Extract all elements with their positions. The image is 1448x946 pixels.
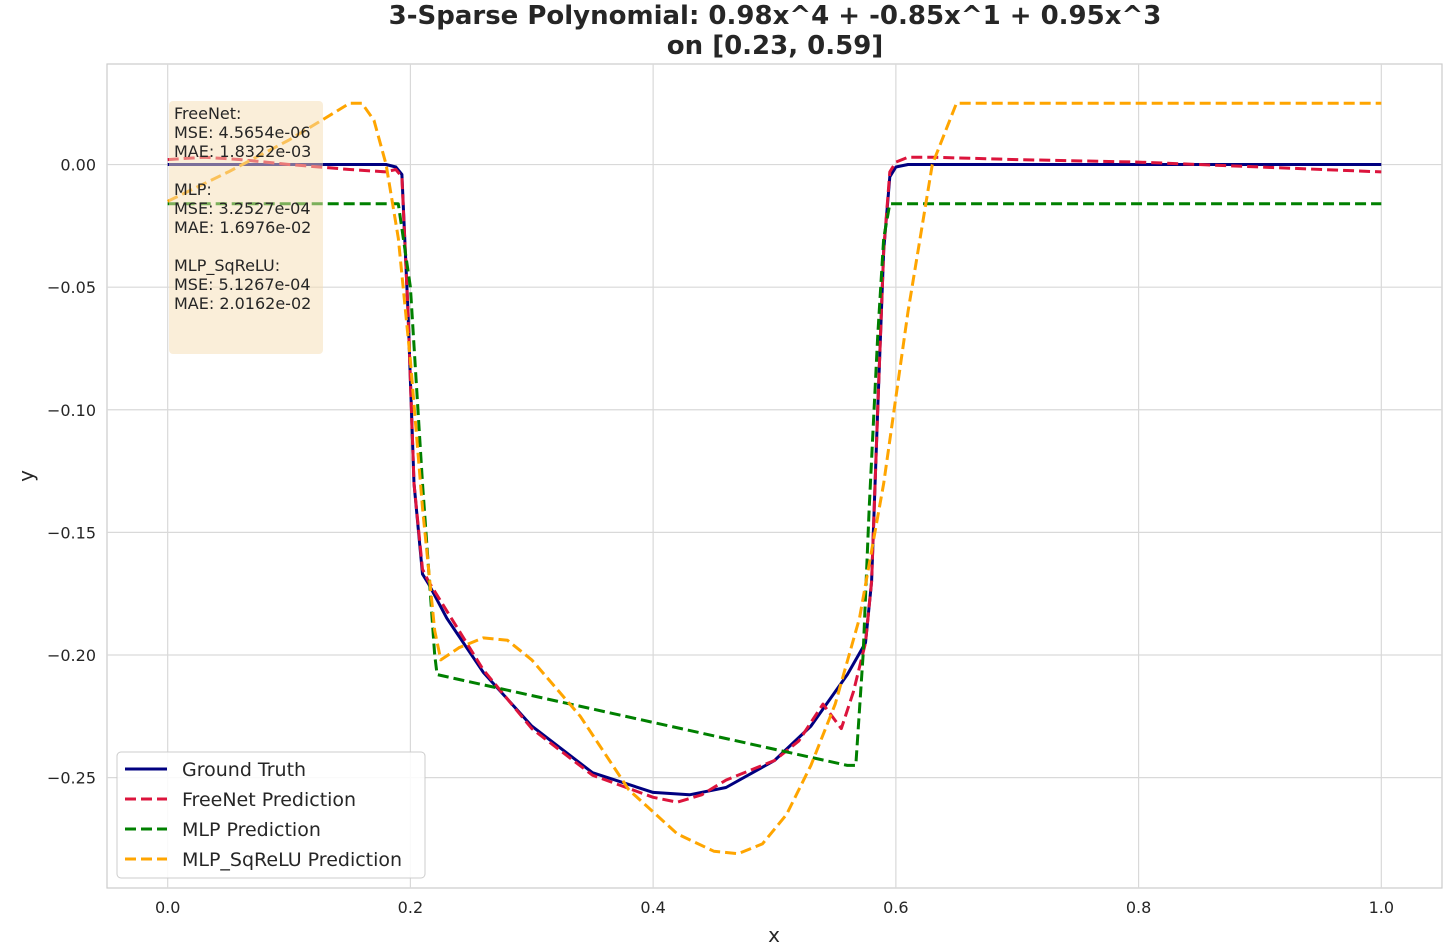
metrics-line: MSE: 5.1267e-04	[174, 275, 311, 294]
metrics-line: MAE: 2.0162e-02	[174, 294, 311, 313]
metrics-line: MLP:	[174, 180, 212, 199]
legend-frame	[116, 751, 426, 879]
legend-label: MLP_SqReLU Prediction	[182, 849, 402, 871]
x-tick-label: 1.0	[1369, 898, 1394, 917]
x-tick-label: 0.0	[155, 898, 180, 917]
metrics-line: MAE: 1.6976e-02	[174, 218, 311, 237]
legend-items: Ground Truth FreeNet Prediction MLP Predic…	[125, 759, 402, 871]
metrics-box-background	[169, 101, 323, 354]
x-tick-label: 0.6	[883, 898, 908, 917]
x-tick-label: 0.2	[398, 898, 423, 917]
chart-title-line1: 3-Sparse Polynomial: 0.98x^4 + -0.85x^1 …	[389, 1, 1162, 31]
metrics-line: FreeNet:	[174, 104, 241, 123]
series-line-freenet-prediction	[167, 155, 1382, 804]
y-tick-label: −0.10	[47, 401, 96, 420]
series-line-mlp-prediction	[167, 202, 1382, 767]
y-tick-labels: 0.00 −0.05 −0.10 −0.15 −0.20 −0.25	[47, 156, 96, 788]
metrics-line: MAE: 1.8322e-03	[174, 142, 311, 161]
y-tick-label: −0.05	[47, 278, 96, 297]
y-tick-label: −0.15	[47, 523, 96, 542]
legend-label: Ground Truth	[182, 759, 306, 781]
y-tick-label: −0.25	[47, 769, 96, 788]
metrics-line: MLP_SqReLU:	[174, 256, 280, 276]
metrics-line: MSE: 4.5654e-06	[174, 123, 311, 142]
legend: Ground Truth FreeNet Prediction MLP Predic…	[116, 751, 426, 879]
x-tick-label: 0.8	[1126, 898, 1151, 917]
legend-label: FreeNet Prediction	[182, 789, 356, 811]
legend-label: MLP Prediction	[182, 819, 321, 841]
x-axis-label: x	[768, 923, 780, 946]
series-lines	[167, 101, 1382, 856]
x-tick-labels: 0.0 0.2 0.4 0.6 0.8 1.0	[155, 898, 1394, 917]
x-tick-label: 0.4	[640, 898, 665, 917]
y-axis-label: y	[14, 470, 38, 482]
series-line-mlp-sqrelu-prediction	[167, 101, 1382, 856]
chart-title-line2: on [0.23, 0.59]	[667, 31, 883, 61]
y-tick-label: −0.20	[47, 646, 96, 665]
y-tick-label: 0.00	[60, 156, 96, 175]
metrics-line: MSE: 3.2527e-04	[174, 199, 311, 218]
